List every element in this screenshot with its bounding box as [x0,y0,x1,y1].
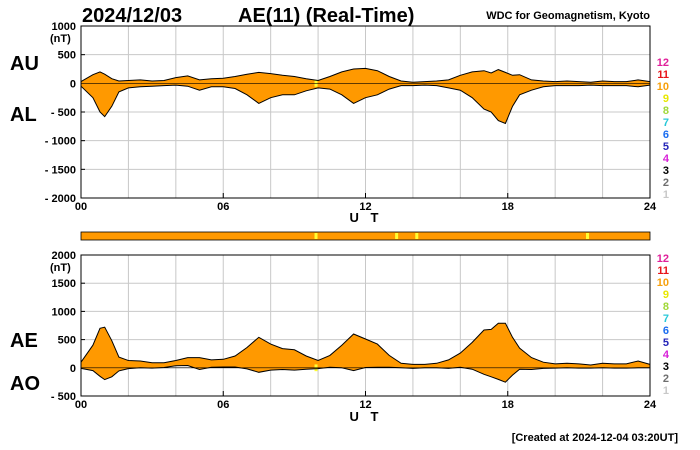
top-x-tick-label: 18 [502,201,514,213]
top-al-line [80,84,651,125]
source-label: WDC for Geomagnetism, Kyoto [486,10,650,22]
top-y-tick-label: - 2000 [45,193,76,205]
bottom-x-tick-label: 18 [502,399,514,411]
bottom-y-tick-label: 1000 [52,306,76,318]
ao-label: AO [10,373,40,395]
scale-entry-2: 2 [663,373,669,385]
scale-entry-7: 7 [663,313,669,325]
bottom-x-tick-label: 00 [75,399,87,411]
top-y-tick-label: - 500 [51,107,76,119]
bottom-x-tick-label: 06 [217,399,229,411]
top-y-tick-label: - 1000 [45,136,76,148]
date-title: 2024/12/03 [82,5,183,27]
bottom-y-tick-label: 2000 [52,250,76,262]
bottom-unit-label: (nT) [50,262,71,274]
quality-bar [80,231,651,241]
bottom-y-tick-label: 1500 [52,278,76,290]
scale-entry-8: 8 [663,105,669,117]
scale-entry-11: 11 [657,69,669,81]
quality-bar-gap [585,233,589,239]
quality-bar-gap [395,233,399,239]
top-x-tick-label: 12 [359,201,371,213]
scale-entry-3: 3 [663,165,669,177]
top-x-tick-label: 24 [644,201,657,213]
scale-entry-9: 9 [663,289,669,301]
top-unit-label: (nT) [50,33,71,45]
al-label: AL [10,104,37,126]
scale-entry-10: 10 [657,277,669,289]
scale-entry-7: 7 [663,117,669,129]
quality-bar-fill [80,231,651,241]
scale-entry-11: 11 [657,265,669,277]
scale-entry-4: 4 [663,349,670,361]
scale-entry-5: 5 [663,141,669,153]
scale-entry-6: 6 [663,325,669,337]
index-title: AE(11) (Real-Time) [238,5,415,27]
top-x-tick-label: 00 [75,201,87,213]
scale-entry-12: 12 [657,57,669,69]
scale-entry-12: 12 [657,253,669,265]
top-au-line [80,67,651,83]
scale-entry-6: 6 [663,129,669,141]
bottom-x-tick-label: 12 [359,399,371,411]
bottom-ae-line [80,322,651,366]
top-y-tick-label: 500 [58,50,76,62]
bottom-x-tick-label: 24 [644,399,657,411]
top-y-tick-label: - 1500 [45,164,76,176]
scale-entry-1: 1 [663,189,669,201]
top-x-axis-label: U T [350,210,383,225]
top-y-tick-label: 0 [70,78,76,90]
top-x-tick-label: 06 [217,201,229,213]
scale-entry-5: 5 [663,337,669,349]
ae-label: AE [10,330,38,352]
bottom-y-tick-label: 500 [58,335,76,347]
scale-entry-2: 2 [663,177,669,189]
quality-bar-gap [314,233,318,239]
scale-entry-1: 1 [663,385,669,397]
scale-entry-9: 9 [663,93,669,105]
bottom-x-axis-label: U T [350,409,383,424]
top-fill-area [81,68,650,124]
bottom-y-tick-label: - 500 [51,391,76,403]
scale-entry-8: 8 [663,301,669,313]
scale-entry-3: 3 [663,361,669,373]
top-y-tick-label: 1000 [52,21,76,33]
created-label: [Created at 2024-12-04 03:20UT] [511,432,678,444]
quality-bar-gap [415,233,419,239]
au-label: AU [10,53,39,75]
scale-entry-10: 10 [657,81,669,93]
scale-entry-4: 4 [663,153,670,165]
bottom-y-tick-label: 0 [70,363,76,375]
